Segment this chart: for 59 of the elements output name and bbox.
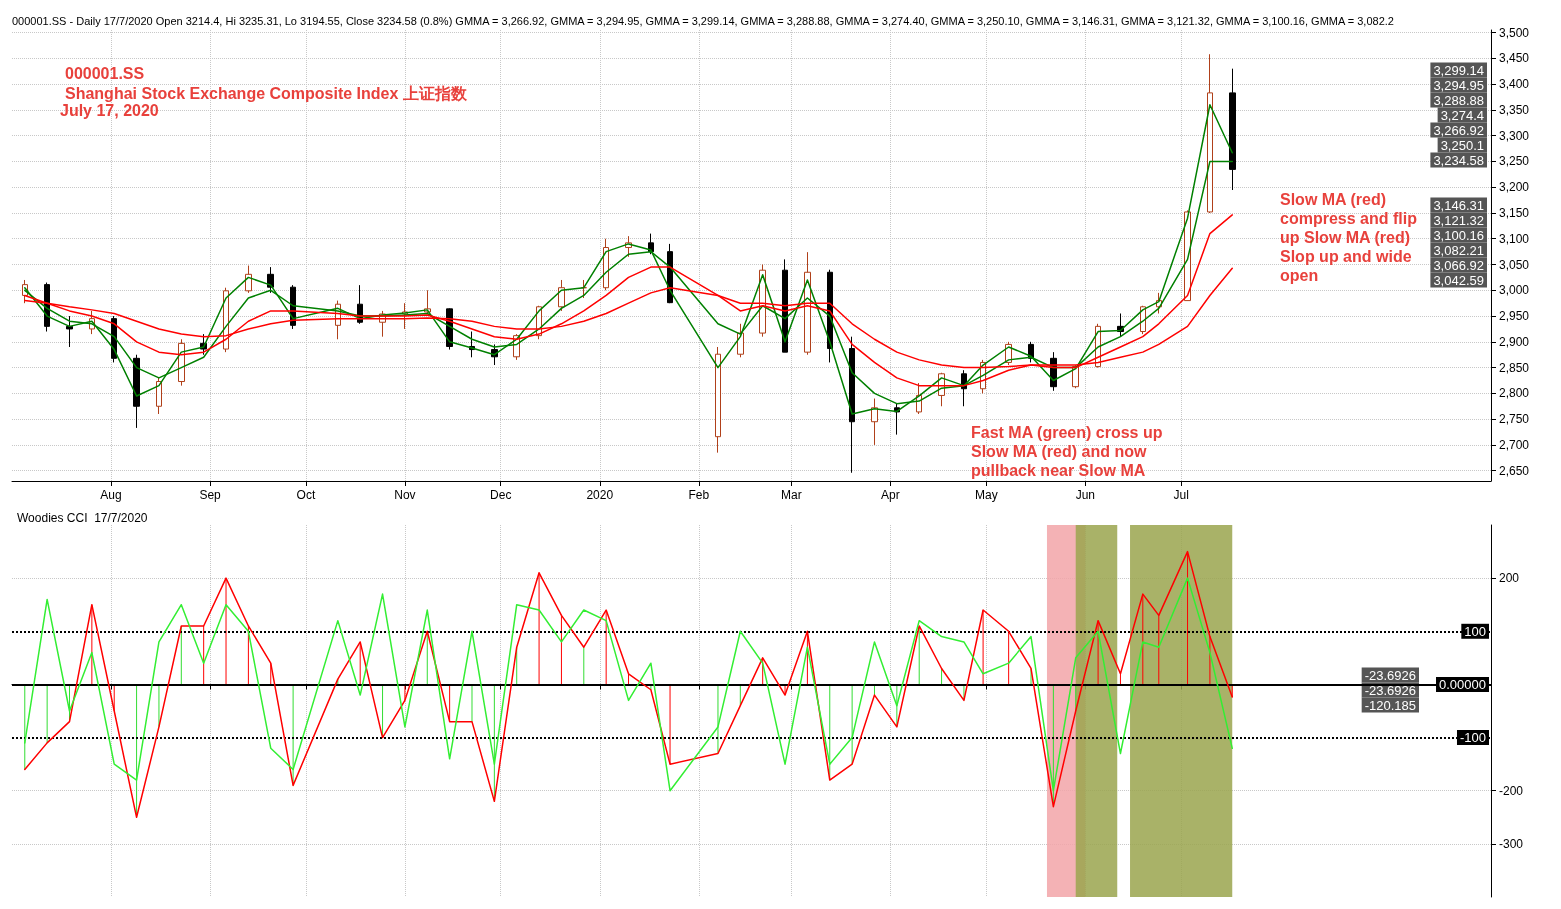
x-tick-label: Jun (1075, 488, 1095, 502)
annotation: 3,234.58 (1433, 152, 1484, 168)
ref-line-label: 0.00000 (1439, 676, 1486, 692)
annotation: 3,146.31 (1433, 197, 1484, 213)
y-tick-label: 3,350 (1499, 102, 1530, 117)
y-tick-label: 2,850 (1499, 360, 1530, 375)
annotation: 3,288.88 (1433, 92, 1484, 108)
y-tick-label: 2,950 (1499, 309, 1530, 324)
y-tick-label: 3,150 (1499, 205, 1530, 220)
annotation: 3,299.14 (1433, 62, 1484, 78)
annotation: 3,250.1 (1440, 137, 1484, 153)
annotation: -23.6926 (1364, 682, 1416, 698)
y-tick-label: 2,900 (1499, 334, 1530, 349)
annotation: 3,082.21 (1433, 242, 1484, 258)
text: 000001.SS - Daily 17/7/2020 Open 3214.4, Hi 3235.31, Lo 3194.55, Close 3234.58 (0.8%) GMMA = 3,266.92, GMMA = 3,294.95, GMMA = 3,299.14, GMMA = 3,288.88, GMMA = 3,274.40, GMMA = 3,250.10, GMMA = 3,146.31, GMMA = 3,121.32, GMMA = 3,100.16, GMMA = 3,082.2 (12, 14, 1394, 27)
annotation: 3,274.4 (1440, 107, 1484, 123)
x-tick-label: Nov (394, 488, 416, 502)
ref-line-label: 100 (1464, 623, 1486, 639)
x-tick-label: Apr (881, 488, 900, 502)
annotation: 3,100.16 (1433, 227, 1484, 243)
y-tick-label: 200 (1499, 571, 1520, 586)
x-tick-label: Dec (490, 488, 512, 502)
annotation: Fast MA (green) cross up Slow MA (red) and now pullback near Slow MA (971, 424, 1167, 479)
chart-title: Woodies CCI 17/7/2020 (17, 511, 148, 525)
text: Shanghai Stock Exchange Composite Index 上证指数 (65, 84, 468, 102)
y-tick-label: 3,400 (1499, 77, 1530, 92)
annotation: 3,066.92 (1433, 257, 1484, 273)
ref-line-label: -100 (1459, 730, 1486, 746)
x-tick-label: Mar (781, 488, 802, 502)
x-tick-label: 2020 (586, 488, 614, 502)
annotation: 3,294.95 (1433, 77, 1484, 93)
annotation: 3,266.92 (1433, 122, 1484, 138)
y-tick-label: 3,100 (1499, 231, 1530, 246)
annotation: -23.6926 (1364, 667, 1416, 683)
y-tick-label: -200 (1499, 783, 1524, 798)
x-tick-label: Oct (296, 488, 316, 502)
y-tick-label: 2,700 (1499, 437, 1530, 452)
y-tick-label: 3,050 (1499, 257, 1530, 272)
x-tick-label: Jul (1173, 488, 1189, 502)
annotation: 3,121.32 (1433, 212, 1484, 228)
annotation: 3,042.59 (1433, 272, 1484, 288)
y-tick-label: 3,300 (1499, 128, 1530, 143)
y-tick-label: 3,500 (1499, 25, 1530, 40)
x-tick-label: Sep (199, 488, 222, 502)
y-tick-label: -300 (1499, 836, 1524, 851)
x-tick-label: Aug (100, 488, 122, 502)
y-tick-label: 3,450 (1499, 51, 1530, 66)
x-tick-label: Feb (688, 488, 710, 502)
y-tick-label: 2,800 (1499, 386, 1530, 401)
annotation: Slow MA (red) compress and flip up Slow MA (red) Slop up and wide open (1280, 191, 1422, 284)
annotation: -120.185 (1364, 697, 1416, 713)
y-tick-label: 3,000 (1499, 283, 1530, 298)
text: 000001.SS (65, 64, 145, 82)
y-tick-label: 3,250 (1499, 154, 1530, 169)
y-tick-label: 2,650 (1499, 463, 1530, 478)
y-tick-label: 2,750 (1499, 412, 1530, 427)
y-tick-label: 3,200 (1499, 180, 1530, 195)
annotation: July 17, 2020 (60, 102, 159, 119)
x-tick-label: May (974, 488, 998, 502)
